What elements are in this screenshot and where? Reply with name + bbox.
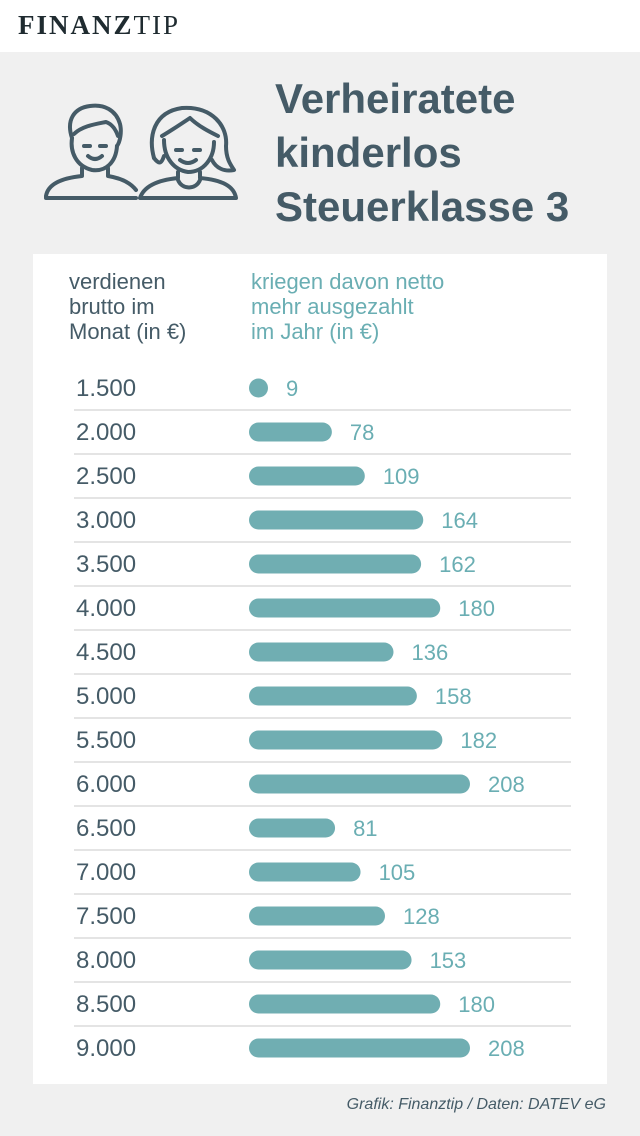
bar (249, 906, 385, 926)
value-label: 136 (412, 640, 449, 665)
category-label: 2.000 (76, 419, 136, 446)
category-label: 8.500 (76, 991, 136, 1018)
category-label: 5.500 (76, 727, 136, 754)
bar (249, 510, 424, 530)
bar (249, 422, 332, 442)
column-header-gross: verdienen brutto im Monat (in €) (69, 269, 186, 344)
value-label: 105 (379, 860, 416, 885)
value-label: 208 (488, 1036, 525, 1061)
bar (249, 994, 441, 1014)
bar (249, 598, 441, 618)
value-label: 9 (286, 376, 298, 401)
bar (249, 1038, 470, 1058)
value-label: 128 (403, 904, 440, 929)
bar (249, 950, 412, 970)
category-label: 3.000 (76, 507, 136, 534)
category-label: 4.000 (76, 595, 136, 622)
column-header-gross-line-3: Monat (in €) (69, 319, 187, 344)
category-label: 4.500 (76, 639, 136, 666)
column-header-net-line-1: kriegen davon netto (251, 269, 445, 294)
brand-logo-part1: FINANZ (18, 10, 134, 40)
value-label: 158 (435, 684, 472, 709)
source-credit: Grafik: Finanztip / Daten: DATEV eG (346, 1096, 606, 1113)
bar (249, 554, 422, 574)
married-couple-icon (44, 103, 238, 200)
brand-logo-part2: TIP (133, 10, 181, 40)
chart-card: verdienen brutto im Monat (in €) kriegen… (33, 254, 607, 1084)
value-label: 164 (441, 508, 478, 533)
value-label: 78 (350, 420, 374, 445)
title-line-3: Steuerklasse 3 (275, 183, 570, 230)
value-label: 180 (458, 596, 495, 621)
column-header-gross-line-2: brutto im (69, 294, 155, 319)
category-label: 6.000 (76, 771, 136, 798)
bar (249, 862, 361, 882)
category-label: 1.500 (76, 375, 136, 402)
value-label: 182 (460, 728, 497, 753)
bar (249, 686, 417, 706)
bar (249, 818, 336, 838)
chart-title: Verheiratete kinderlos Steuerklasse 3 (275, 72, 569, 234)
value-label: 162 (439, 552, 476, 577)
value-label: 208 (488, 772, 525, 797)
bar-chart: 1.500 9 2.000 78 2.500 109 3.000 164 3.500 162 4.0… (74, 375, 571, 1062)
category-label: 7.000 (76, 859, 136, 886)
value-label: 153 (430, 948, 467, 973)
value-label: 109 (383, 464, 420, 489)
value-label: 81 (353, 816, 377, 841)
header-bar: FINANZTIP (0, 0, 640, 52)
value-label: 180 (458, 992, 495, 1017)
category-label: 7.500 (76, 903, 136, 930)
title-line-2: kinderlos (275, 129, 462, 176)
category-label: 9.000 (76, 1035, 136, 1062)
bar (249, 466, 365, 486)
bar (249, 642, 394, 662)
column-header-net-line-2: mehr ausgezahlt (251, 294, 414, 319)
bar (249, 378, 268, 398)
column-header-net-line-3: im Jahr (in €) (251, 319, 380, 344)
title-line-1: Verheiratete (275, 75, 516, 122)
category-label: 5.000 (76, 683, 136, 710)
category-label: 3.500 (76, 551, 136, 578)
brand-logo: FINANZTIP (18, 10, 180, 41)
column-header-gross-line-1: verdienen (69, 269, 166, 294)
column-header-net: kriegen davon netto mehr ausgezahlt im J… (251, 269, 444, 344)
category-label: 2.500 (76, 463, 136, 490)
bar (249, 730, 443, 750)
category-label: 8.000 (76, 947, 136, 974)
category-label: 6.500 (76, 815, 136, 842)
bar (249, 774, 470, 794)
